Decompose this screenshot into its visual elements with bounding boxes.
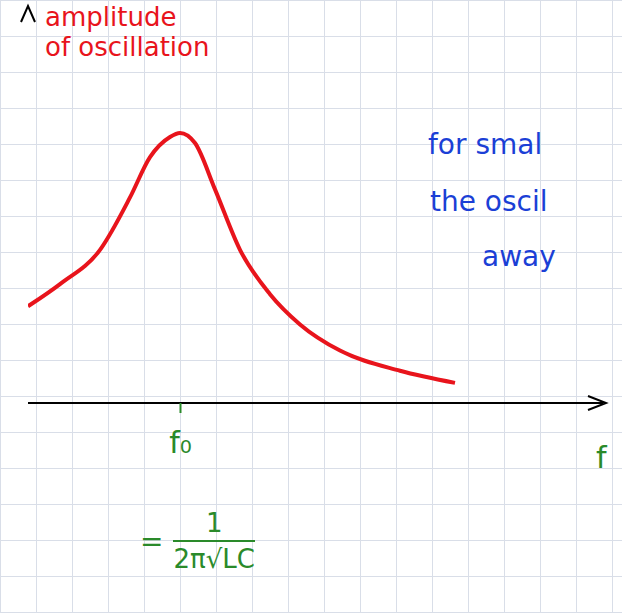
html-text:2π√LC: 2π√LC [173, 544, 255, 574]
html-text:for smal: for smal [428, 128, 543, 161]
html-text:away: away [482, 240, 556, 273]
svg-text:f₀: f₀ [169, 425, 192, 460]
html-text:f: f [596, 440, 607, 475]
html-text:amplitude: amplitude [45, 2, 177, 32]
html-text:1: 1 [205, 508, 223, 538]
html-text:of oscillation: of oscillation [45, 32, 210, 62]
html-text:the oscil: the oscil [430, 185, 548, 218]
